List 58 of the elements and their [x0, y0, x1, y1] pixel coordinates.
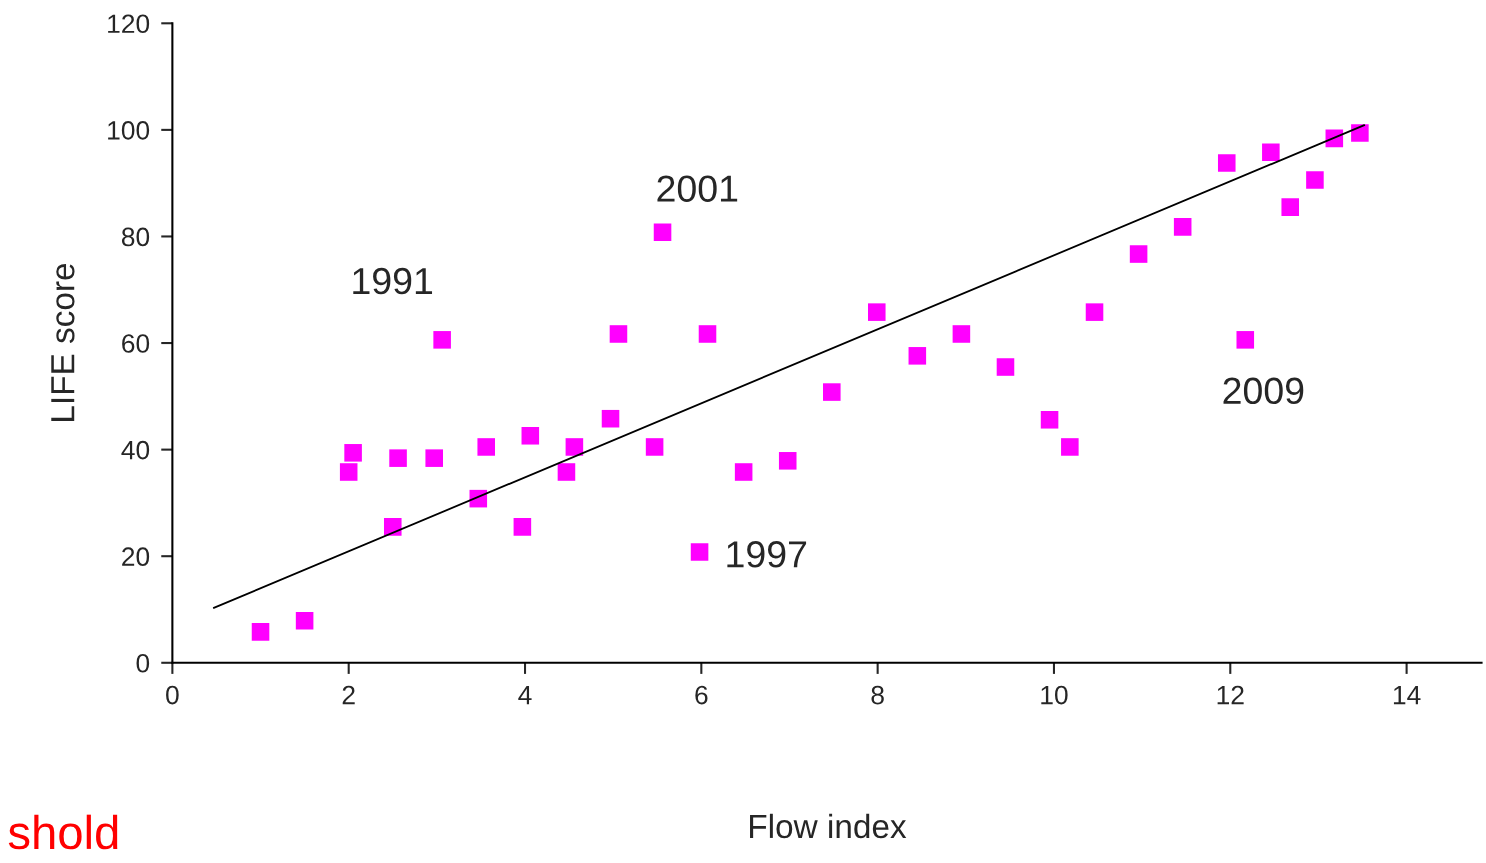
annotation: 1997	[727, 541, 807, 568]
point	[1351, 124, 1369, 142]
point	[389, 449, 407, 467]
point	[908, 347, 927, 365]
point	[521, 426, 540, 445]
y-tick-label: 40	[121, 440, 150, 460]
x-tick-label: 12	[1217, 685, 1244, 705]
point	[1129, 245, 1148, 263]
point	[295, 611, 314, 630]
point	[645, 438, 664, 456]
x-tick-label: 10	[1041, 685, 1068, 705]
point	[1217, 154, 1236, 172]
annotation: 2001	[657, 175, 738, 202]
x-axis-title: Flow index	[750, 813, 907, 839]
point	[601, 409, 620, 428]
point	[867, 303, 886, 321]
point	[1040, 411, 1059, 429]
point	[609, 325, 628, 343]
x-tick-label: 14	[1393, 685, 1421, 705]
y-tick-label: 120	[108, 14, 150, 34]
point	[557, 463, 576, 481]
point	[1306, 171, 1324, 189]
point	[1281, 198, 1300, 216]
point	[952, 325, 971, 343]
annotation: 2009	[1223, 377, 1304, 405]
x-tick-label: 2	[342, 685, 355, 705]
y-axis-title: LIFE score	[51, 263, 75, 421]
point	[996, 358, 1015, 376]
point	[433, 331, 451, 349]
point	[653, 223, 672, 241]
point	[344, 444, 362, 462]
point	[734, 463, 753, 481]
point	[1173, 218, 1192, 236]
point	[698, 325, 717, 343]
point	[339, 463, 358, 481]
point	[823, 383, 841, 401]
point	[251, 623, 270, 641]
point	[1236, 331, 1255, 349]
point	[778, 452, 797, 470]
y-tick-label: 100	[108, 121, 150, 140]
x-tick-label: 4	[518, 685, 532, 705]
point	[565, 438, 584, 456]
x-tick-label: 6	[695, 685, 708, 705]
y-tick-label: 60	[122, 334, 150, 353]
x-tick-label: 0	[166, 685, 179, 705]
point	[513, 518, 532, 536]
text: shold	[8, 814, 118, 850]
point	[477, 438, 496, 456]
y-tick-label: 20	[122, 547, 150, 567]
x-tick-label: 8	[871, 685, 884, 705]
annotation: 1991	[353, 267, 433, 295]
y-tick-label: 0	[136, 653, 150, 673]
point	[1262, 143, 1280, 162]
y-tick-label: 80	[121, 227, 150, 247]
point	[1061, 438, 1079, 456]
point	[690, 543, 709, 561]
point	[1085, 303, 1104, 321]
point	[425, 449, 443, 467]
